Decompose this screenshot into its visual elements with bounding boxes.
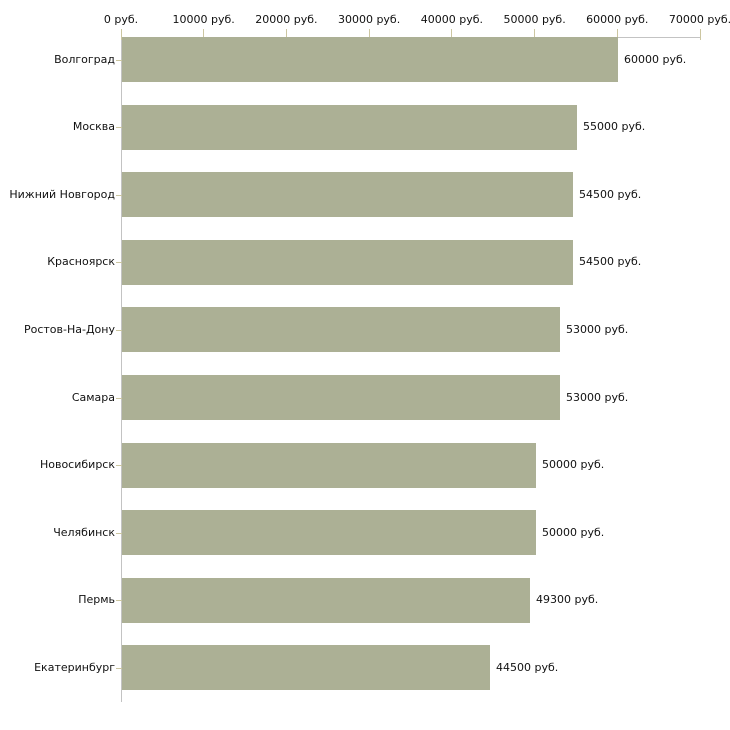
x-axis-tick-label: 50000 руб.: [503, 13, 566, 26]
bar: [122, 239, 573, 285]
value-label: 50000 руб.: [542, 525, 605, 539]
bar: [122, 37, 618, 82]
value-label: 53000 руб.: [566, 322, 629, 336]
y-axis-tick: [116, 59, 122, 61]
x-axis-tick-label: 0 руб.: [103, 13, 139, 26]
bar: [122, 375, 560, 420]
value-label: 53000 руб.: [566, 390, 629, 404]
value-label: 55000 руб.: [583, 120, 646, 134]
y-axis-tick: [116, 262, 122, 264]
x-axis-tick-label: 30000 руб.: [337, 13, 401, 26]
value-label: 54500 руб.: [579, 187, 642, 201]
x-axis-tick-label: 40000 руб.: [420, 13, 484, 26]
category-label: Самара: [71, 390, 115, 404]
y-axis-line: [121, 37, 122, 702]
x-axis-tick: [120, 29, 122, 40]
value-label: 49300 руб.: [536, 593, 599, 607]
bar: [122, 307, 560, 353]
x-axis-tick: [534, 29, 536, 40]
value-label: 44500 руб.: [496, 660, 559, 674]
x-axis-tick-label: 20000 руб.: [255, 13, 318, 26]
y-axis-tick: [116, 127, 122, 129]
y-axis-tick: [116, 600, 122, 602]
x-axis-tick: [451, 29, 453, 40]
y-axis-tick: [116, 329, 122, 331]
value-label: 60000 руб.: [624, 52, 687, 66]
x-axis-tick-label: 10000 руб.: [172, 13, 235, 26]
category-label: Новосибирск: [39, 458, 115, 472]
bar: [122, 577, 530, 623]
y-axis-tick: [116, 532, 122, 534]
bar: [122, 510, 536, 556]
y-axis-tick: [116, 465, 122, 467]
category-label: Волгоград: [54, 52, 115, 66]
bar: [122, 104, 577, 150]
x-axis-tick-label: 60000 руб.: [586, 13, 649, 26]
y-axis-tick: [116, 194, 122, 196]
category-label: Пермь: [78, 593, 115, 607]
bar: [122, 645, 490, 691]
y-axis-tick: [116, 667, 122, 669]
value-label: 50000 руб.: [542, 458, 605, 472]
category-label: Ростов-На-Дону: [23, 322, 115, 336]
bar: [122, 172, 573, 218]
category-label: Нижний Новгород: [9, 187, 115, 201]
category-label: Екатеринбург: [34, 660, 115, 674]
x-axis-tick: [203, 29, 205, 40]
category-label: Москва: [72, 120, 115, 134]
category-label: Красноярск: [47, 255, 115, 269]
x-axis-tick: [616, 29, 618, 40]
y-axis-tick: [116, 397, 122, 399]
category-label: Челябинск: [53, 525, 115, 539]
bar: [122, 442, 536, 488]
x-axis-tick: [368, 29, 370, 40]
value-label: 54500 руб.: [579, 255, 642, 269]
x-axis-tick-label: 70000 руб.: [668, 13, 730, 26]
x-axis-tick: [699, 29, 701, 40]
x-axis-tick: [285, 29, 287, 40]
